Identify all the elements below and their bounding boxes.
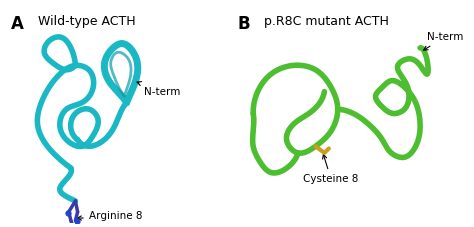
Text: Arginine 8: Arginine 8	[77, 211, 142, 221]
Text: p.R8C mutant ACTH: p.R8C mutant ACTH	[264, 15, 389, 28]
Text: Wild-type ACTH: Wild-type ACTH	[37, 15, 135, 28]
Text: Cysteine 8: Cysteine 8	[303, 155, 359, 184]
Text: N-term: N-term	[424, 32, 463, 50]
Text: A: A	[11, 15, 24, 33]
Text: B: B	[237, 15, 250, 33]
Text: N-term: N-term	[137, 82, 181, 97]
